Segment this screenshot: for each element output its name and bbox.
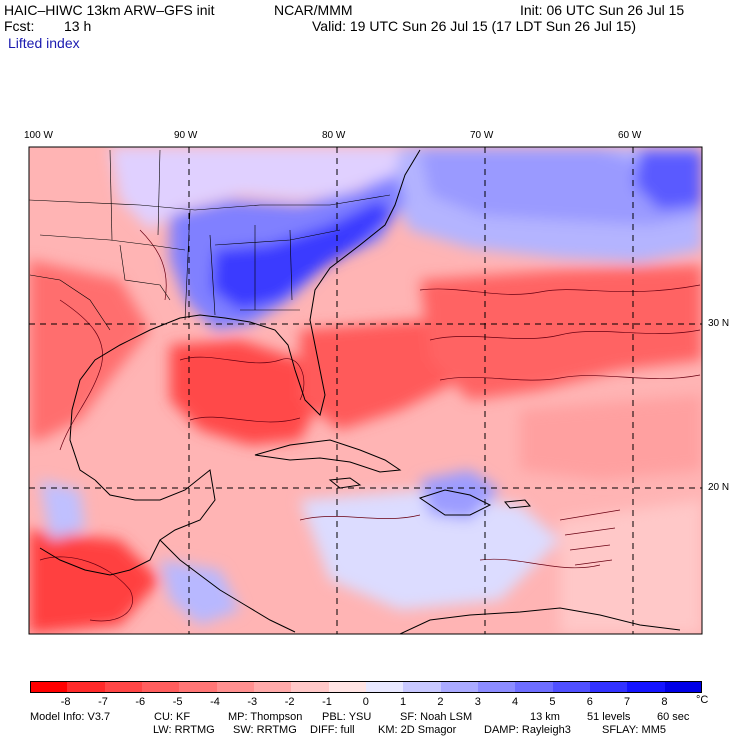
field-name: Lifted index bbox=[8, 35, 80, 51]
footer-sflay: SFLAY: MM5 bbox=[602, 724, 666, 736]
footer-diff: DIFF: full bbox=[310, 724, 355, 736]
colorbar-swatch bbox=[179, 681, 218, 693]
lon-label-100w: 100 W bbox=[24, 130, 53, 141]
forecast-label: Fcst: bbox=[4, 18, 35, 34]
colorbar-tick-label: 0 bbox=[362, 696, 369, 708]
colorbar-swatch bbox=[104, 681, 143, 693]
field-atlantic-red-band bbox=[420, 265, 702, 400]
field-mid-atlantic-red bbox=[520, 395, 702, 480]
map-field bbox=[29, 147, 702, 634]
colorbar-swatch bbox=[142, 681, 180, 693]
colorbar-swatch bbox=[403, 681, 442, 693]
field-mexico-blue bbox=[40, 480, 85, 540]
lon-label-90w: 90 W bbox=[174, 130, 198, 141]
footer-mp: MP: Thompson bbox=[228, 711, 303, 723]
colorbar-frame bbox=[30, 681, 702, 693]
footer-cu: CU: KF bbox=[154, 711, 191, 723]
colorbar-tick-label: 3 bbox=[474, 696, 481, 708]
colorbar-tick-label: -3 bbox=[247, 696, 258, 708]
colorbar-tick-label: -7 bbox=[98, 696, 108, 708]
field-atlantic-blue-inner bbox=[420, 150, 702, 225]
valid-time: Valid: 19 UTC Sun 26 Jul 15 (17 LDT Sun … bbox=[312, 18, 636, 34]
footer-levels: 51 levels bbox=[587, 711, 631, 723]
field-texas-red bbox=[29, 260, 150, 440]
lat-label-20n: 20 N bbox=[708, 482, 730, 493]
political-borders bbox=[29, 149, 391, 331]
colorbar-swatch bbox=[291, 681, 330, 693]
colorbar bbox=[30, 681, 703, 693]
lat-label-30n: 30 N bbox=[708, 318, 730, 329]
footer-sf: SF: Noah LSM bbox=[400, 711, 473, 723]
field-caribbean-light bbox=[300, 490, 560, 610]
org-label: NCAR/MMM bbox=[274, 2, 353, 18]
colorbar-tick-label: 2 bbox=[437, 696, 444, 708]
footer-damp: DAMP: Rayleigh3 bbox=[484, 724, 571, 736]
colorbar-tick-label: 6 bbox=[586, 696, 593, 708]
field-hispaniola-blue bbox=[420, 470, 500, 520]
colorbar-tick-label: -5 bbox=[172, 696, 183, 708]
colorbar-swatch bbox=[440, 681, 479, 693]
colorbar-swatch bbox=[515, 681, 554, 693]
colorbar-tick-label: 7 bbox=[624, 696, 631, 708]
colorbar-tick-label: -8 bbox=[60, 696, 71, 708]
colorbar-tick-label: -4 bbox=[210, 696, 220, 708]
colorbar-swatch bbox=[254, 681, 292, 693]
colorbar-unit: °C bbox=[696, 694, 709, 706]
lon-label-60w: 60 W bbox=[618, 130, 642, 141]
colorbar-swatch bbox=[30, 681, 68, 693]
field-plains-light bbox=[110, 147, 400, 230]
colorbar-swatch bbox=[328, 681, 367, 693]
field-se-corner bbox=[560, 500, 702, 634]
lon-label-80w: 80 W bbox=[322, 130, 346, 141]
colorbar-tick-label: -6 bbox=[135, 696, 146, 708]
colorbar-tick-label: 5 bbox=[549, 696, 556, 708]
model-title: HAIC–HIWC 13km ARW–GFS init bbox=[4, 2, 215, 18]
footer-lw: LW: RRTMG bbox=[153, 724, 215, 736]
footer-timestep: 60 sec bbox=[657, 711, 690, 723]
map-frame bbox=[28, 146, 703, 635]
colorbar-swatch bbox=[627, 681, 666, 693]
colorbar-swatch bbox=[552, 681, 591, 693]
footer-sw: SW: RRTMG bbox=[233, 724, 297, 736]
colorbar-tick-label: 1 bbox=[400, 696, 407, 708]
colorbar-tick-label: 4 bbox=[512, 696, 519, 708]
colorbar-swatch bbox=[664, 681, 703, 693]
field-atlantic-deep-blue bbox=[635, 150, 702, 210]
field-gulf-red bbox=[170, 340, 320, 445]
init-time: Init: 06 UTC Sun 26 Jul 15 bbox=[520, 2, 685, 18]
forecast-hour: 13 h bbox=[64, 18, 92, 34]
colorbar-swatch bbox=[590, 681, 628, 693]
gridlines bbox=[29, 147, 702, 634]
field-pacific-red bbox=[29, 530, 160, 634]
colorbar-swatch bbox=[67, 681, 106, 693]
footer-pbl: PBL: YSU bbox=[322, 711, 372, 723]
colorbar-swatch bbox=[366, 681, 404, 693]
colorbar-swatch bbox=[216, 681, 255, 693]
colorbar-tick-label: 8 bbox=[661, 696, 668, 708]
lon-label-70w: 70 W bbox=[470, 130, 494, 141]
footer-model-info: Model Info: V3.7 bbox=[30, 711, 111, 723]
colorbar-tick-label: -1 bbox=[322, 696, 332, 708]
colorbar-tick-label: -2 bbox=[284, 696, 295, 708]
field-central-america-blue bbox=[160, 560, 240, 625]
footer-resolution: 13 km bbox=[530, 711, 560, 723]
colorbar-swatch bbox=[478, 681, 516, 693]
field-se-us-deep-blue bbox=[212, 200, 392, 310]
footer-km: KM: 2D Smagor bbox=[378, 724, 457, 736]
